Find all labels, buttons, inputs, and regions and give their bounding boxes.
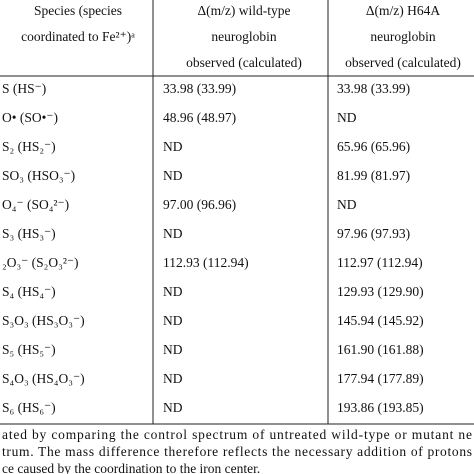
footnote-line: ated by comparing the control spectrum o… — [2, 427, 472, 442]
table-cell: ND — [163, 400, 183, 415]
table-cell: 97.00 (96.96) — [163, 197, 236, 212]
table-cell: S₂ (HS₂⁻) — [2, 139, 56, 154]
header-cell: neuroglobin — [211, 29, 276, 44]
header-cell: Δ(m/z) H64A — [366, 3, 441, 18]
footnote-line: trum. The mass difference therefore refl… — [2, 444, 472, 459]
table-cell: 145.94 (145.92) — [337, 313, 424, 328]
table-cell: SO₃ (HSO₃⁻) — [2, 168, 75, 183]
table-cell: S (HS⁻) — [2, 81, 46, 96]
table-cell: ND — [163, 226, 183, 241]
header-cell: coordinated to Fe²⁺)ᵃ — [21, 29, 135, 44]
table-cell: 65.96 (65.96) — [337, 139, 410, 154]
table-cell: ND — [163, 371, 183, 386]
table-cell: ND — [163, 168, 183, 183]
table-cell: ND — [163, 139, 183, 154]
table-cell: 177.94 (177.89) — [337, 371, 424, 386]
table-cell: 81.99 (81.97) — [337, 168, 410, 183]
table-cell: 193.86 (193.85) — [337, 400, 424, 415]
table-cell: 112.97 (112.94) — [337, 255, 423, 270]
table-cell: S₆ (HS₆⁻) — [2, 400, 56, 415]
table-cell: 129.93 (129.90) — [337, 284, 424, 299]
table-cell: ND — [163, 342, 183, 357]
header-cell: Species (species — [34, 3, 122, 18]
table-cell: O₄⁻ (SO₄²⁻) — [2, 197, 69, 212]
table-cell: 48.96 (48.97) — [163, 110, 236, 125]
table-cell: 112.93 (112.94) — [163, 255, 249, 270]
header-cell: observed (calculated) — [345, 55, 461, 70]
header-cell: neuroglobin — [370, 29, 435, 44]
header-cell: observed (calculated) — [186, 55, 302, 70]
table-cell: 33.98 (33.99) — [337, 81, 410, 96]
table-cell: ND — [337, 197, 357, 212]
table-cell: S₅ (HS₅⁻) — [2, 342, 56, 357]
table-cell: ND — [163, 284, 183, 299]
table-cell: ND — [337, 110, 357, 125]
table-cell: S₃ (HS₃⁻) — [2, 226, 56, 241]
table-cell: 161.90 (161.88) — [337, 342, 424, 357]
footnote-line: ce caused by the coordination to the iro… — [2, 461, 260, 474]
table-cell: O• (SO•⁻) — [2, 110, 58, 125]
table-cell: S₃O₃ (HS₃O₃⁻) — [2, 313, 85, 328]
table-cell: ND — [163, 313, 183, 328]
table-cell: S₄O₃ (HS₄O₃⁻) — [2, 371, 85, 386]
table-cell: S₄ (HS₄⁻) — [2, 284, 56, 299]
header-cell: Δ(m/z) wild-type — [197, 3, 290, 18]
table-cell: 33.98 (33.99) — [163, 81, 236, 96]
table-cell: 97.96 (97.93) — [337, 226, 410, 241]
table-cell: ₂O₃⁻ (S₂O₃²⁻) — [2, 255, 79, 270]
